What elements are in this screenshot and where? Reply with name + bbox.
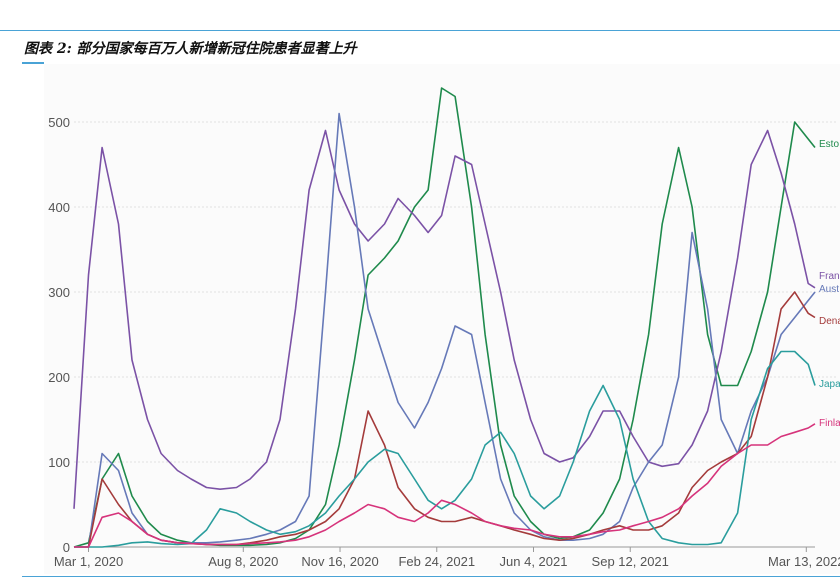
x-tick-label: Mar 1, 2020 <box>54 554 123 569</box>
x-tick-label: Aug 8, 2020 <box>208 554 278 569</box>
series-label-japan: Japa <box>819 379 840 390</box>
series-line-estonia <box>73 87 816 548</box>
series-line-japan <box>74 350 816 548</box>
x-tick-label: Jun 4, 2021 <box>500 554 568 569</box>
series-line-france <box>73 129 816 509</box>
series-label-denmark: Dena <box>819 316 840 327</box>
y-tick-label: 0 <box>63 540 70 555</box>
series-label-estonia: Esto <box>819 139 839 150</box>
grid-lines <box>74 121 838 463</box>
series-line-austria <box>74 112 816 548</box>
bottom-rule <box>22 576 840 577</box>
series-line-finland <box>74 423 816 548</box>
y-tick-label: 400 <box>48 200 70 215</box>
y-axis-ticks: 0 100 200 300 400 500 <box>48 115 70 555</box>
series-label-france: Fran <box>819 271 840 282</box>
x-tick-label: Nov 16, 2020 <box>301 554 378 569</box>
plot-background <box>44 64 840 574</box>
header-rule <box>0 30 840 61</box>
x-tick-label: Mar 13, 2022 <box>768 554 840 569</box>
y-tick-label: 300 <box>48 285 70 300</box>
header-accent <box>22 62 44 64</box>
series-labels: Esto Fran Aust Dena Japa Finla <box>819 139 840 429</box>
y-tick-label: 200 <box>48 370 70 385</box>
y-tick-label: 500 <box>48 115 70 130</box>
series-lines <box>73 87 816 548</box>
series-label-finland: Finla <box>819 418 840 429</box>
series-label-austria: Aust <box>819 284 839 295</box>
x-tick-label: Feb 24, 2021 <box>398 554 475 569</box>
chart-title: 图表 2: 部分国家每百万人新增新冠住院患者显著上升 <box>24 41 357 57</box>
x-axis: Mar 1, 2020 Aug 8, 2020 Nov 16, 2020 Feb 24… <box>54 546 840 569</box>
x-tick-label: Sep 12, 2021 <box>592 554 669 569</box>
y-tick-label: 100 <box>48 455 70 470</box>
